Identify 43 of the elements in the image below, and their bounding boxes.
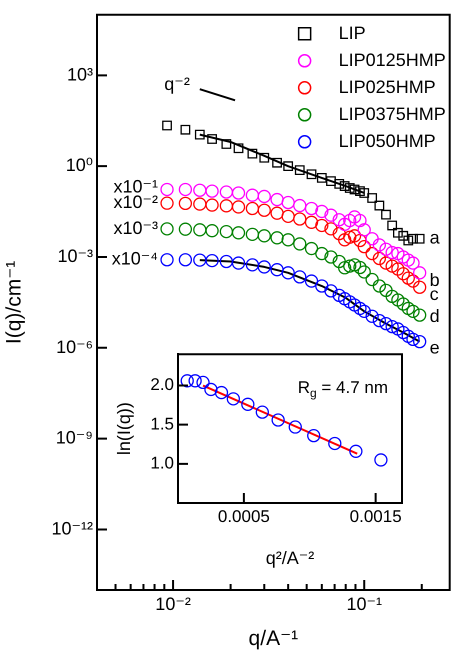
point (204, 382, 218, 396)
annotation: d (430, 306, 440, 326)
legend-label: LIP0375HMP (338, 104, 446, 124)
y-axis-title: ln(I(q)) (114, 402, 134, 456)
x-tick-label: 10⁻¹ (346, 594, 382, 614)
y-tick-label: 10³ (66, 64, 94, 84)
annotation: x10⁻³ (114, 218, 158, 238)
y-tick-label: 10⁻³ (57, 246, 93, 266)
x-tick-label: 0.0015 (350, 506, 402, 526)
y-axis-title: I(q)/cm⁻¹ (2, 260, 26, 344)
legend-label: LIP025HMP (338, 76, 436, 97)
point (328, 436, 342, 450)
annotation: a (430, 228, 441, 248)
y-tick-label: 10⁻⁹ (56, 428, 93, 448)
point (288, 420, 302, 434)
y-tick-label: 10⁰ (66, 155, 93, 176)
point (256, 406, 269, 419)
y-tick-label: 2.0 (150, 375, 174, 394)
annotation: q⁻² (164, 74, 190, 94)
x-axis-title: q²/A⁻² (266, 548, 314, 568)
point (374, 453, 388, 467)
y-tick-label: 1.0 (150, 454, 174, 473)
legend-label: LIP (338, 22, 366, 43)
point (196, 376, 210, 390)
point (214, 386, 228, 400)
y-tick-label: 1.5 (150, 414, 174, 434)
annotation: e (430, 338, 440, 358)
x-axis-title: q/A⁻¹ (248, 627, 298, 650)
point (307, 429, 320, 442)
x-tick-label: 10⁻² (155, 594, 191, 614)
legend-label: LIP050HMP (338, 130, 436, 151)
legend-label: LIP0125HMP (338, 50, 446, 70)
point (241, 398, 254, 411)
point (180, 374, 194, 388)
point (271, 413, 285, 427)
point (188, 374, 202, 388)
point (349, 444, 363, 458)
point (226, 392, 240, 406)
annotation: b (430, 270, 440, 290)
annotation: x10⁻⁴ (112, 248, 158, 269)
x-tick-label: 0.0005 (218, 506, 270, 526)
y-tick-label: 10⁻⁶ (56, 336, 93, 357)
y-tick-label: 10⁻¹² (51, 518, 93, 538)
